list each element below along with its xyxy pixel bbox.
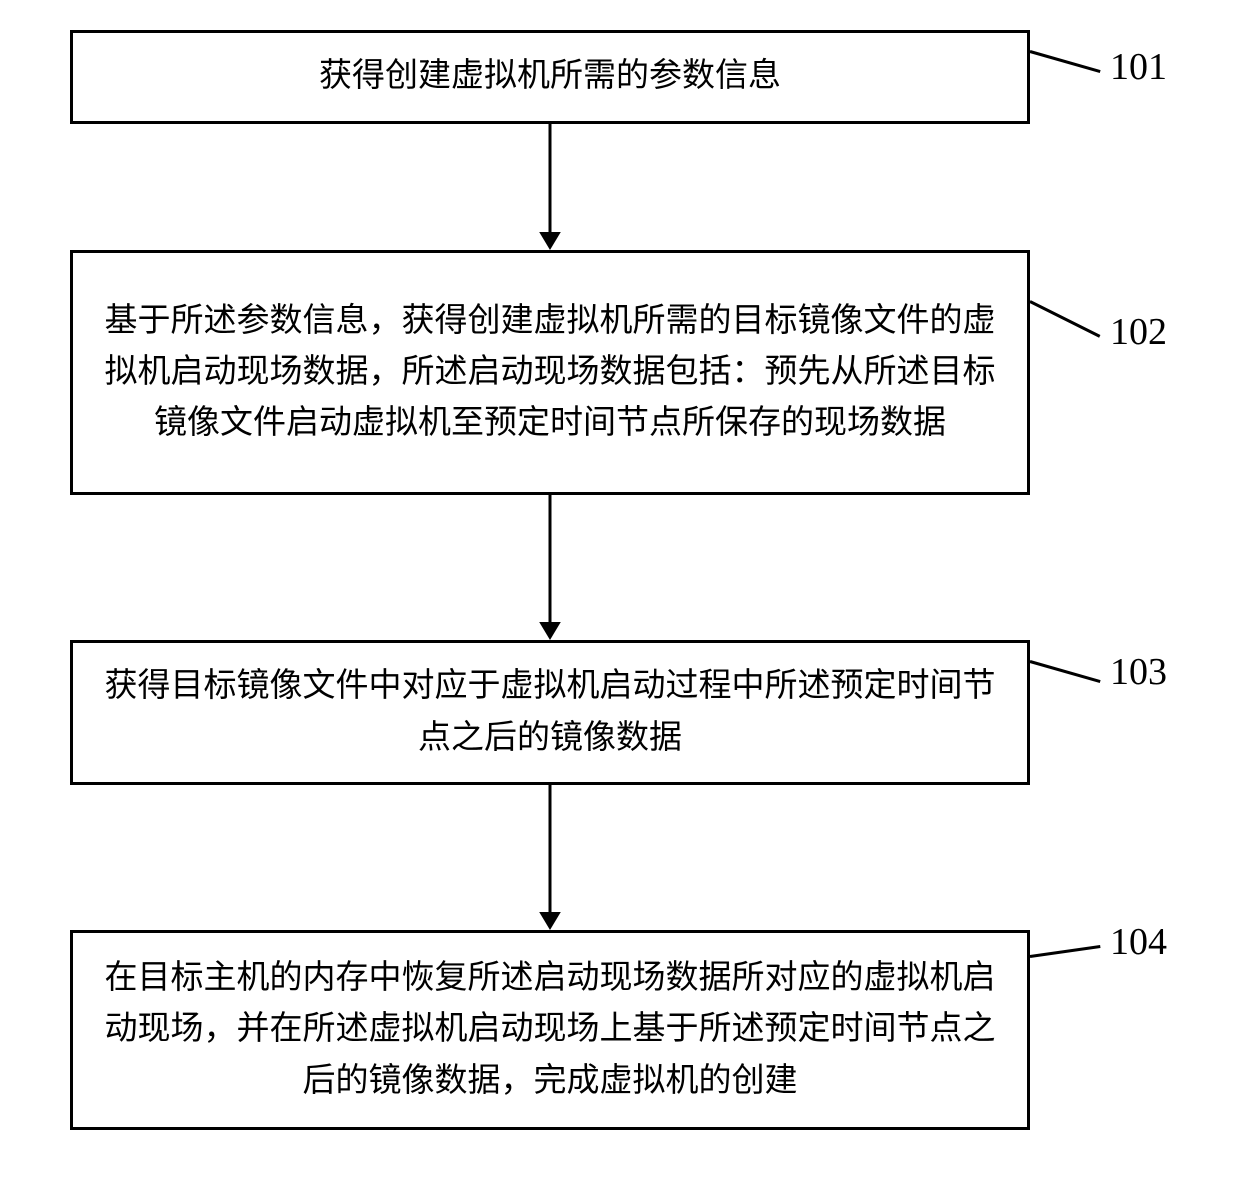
flow-node-label-n3: 103 (1110, 650, 1167, 694)
flow-node-text: 获得创建虚拟机所需的参数信息 (319, 51, 781, 102)
flowchart-canvas: 获得创建虚拟机所需的参数信息 101 基于所述参数信息，获得创建虚拟机所需的目标镜像… (0, 0, 1240, 1186)
flow-node-text: 在目标主机的内存中恢复所述启动现场数据所对应的虚拟机启动现场，并在所述虚拟机启动… (101, 953, 999, 1106)
flow-node-text: 获得目标镜像文件中对应于虚拟机启动过程中所述预定时间节点之后的镜像数据 (101, 661, 999, 763)
flow-node-n2: 基于所述参数信息，获得创建虚拟机所需的目标镜像文件的虚拟机启动现场数据，所述启动… (70, 250, 1030, 495)
flow-node-n3: 获得目标镜像文件中对应于虚拟机启动过程中所述预定时间节点之后的镜像数据 (70, 640, 1030, 785)
flow-arrow (530, 785, 570, 930)
flow-node-text: 基于所述参数信息，获得创建虚拟机所需的目标镜像文件的虚拟机启动现场数据，所述启动… (101, 296, 999, 449)
flow-node-n4: 在目标主机的内存中恢复所述启动现场数据所对应的虚拟机启动现场，并在所述虚拟机启动… (70, 930, 1030, 1130)
flow-arrow (530, 495, 570, 640)
flow-node-label-n4: 104 (1110, 920, 1167, 964)
flow-arrow (530, 124, 570, 250)
leader-line (1029, 300, 1100, 338)
flow-node-n1: 获得创建虚拟机所需的参数信息 (70, 30, 1030, 124)
leader-line (1030, 50, 1101, 73)
leader-line (1030, 660, 1101, 683)
flow-node-label-n2: 102 (1110, 310, 1167, 354)
flow-node-label-n1: 101 (1110, 45, 1167, 89)
leader-line (1030, 945, 1100, 958)
